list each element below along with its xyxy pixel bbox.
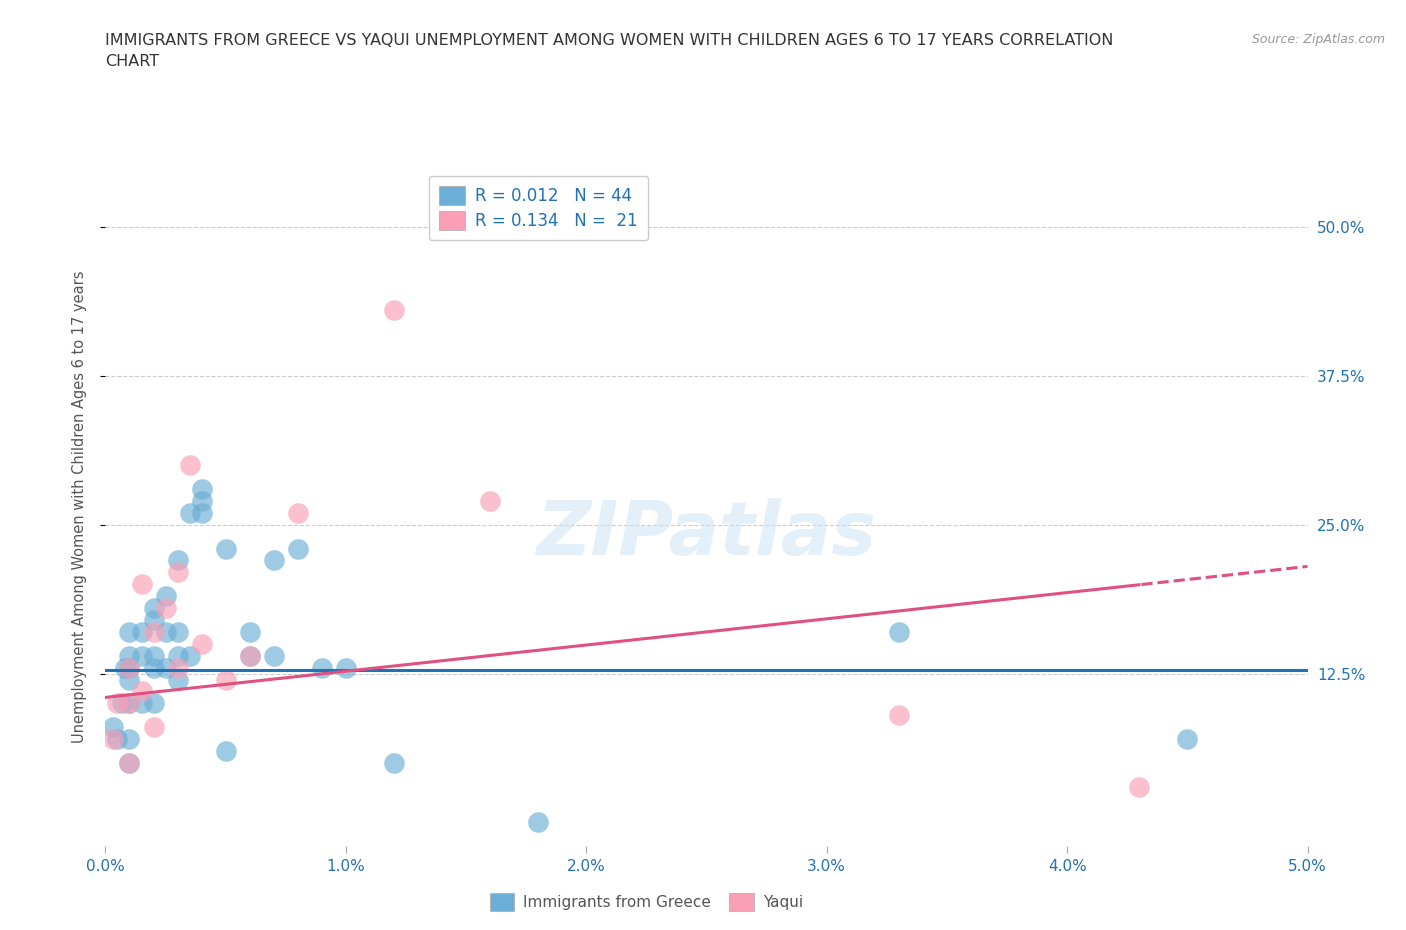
Point [118, 696, 141, 711]
Point [179, 458, 201, 472]
Point [114, 660, 136, 675]
Point [107, 732, 129, 747]
Point [142, 648, 165, 663]
Point [239, 624, 262, 639]
Point [1175, 732, 1198, 747]
Point [287, 541, 309, 556]
Point [131, 624, 153, 639]
Point [118, 648, 141, 663]
Point [131, 684, 153, 699]
Point [118, 672, 141, 687]
Text: ZIPatlas: ZIPatlas [537, 498, 876, 570]
Point [118, 732, 141, 747]
Point [118, 624, 141, 639]
Text: IMMIGRANTS FROM GREECE VS YAQUI UNEMPLOYMENT AMONG WOMEN WITH CHILDREN AGES 6 TO: IMMIGRANTS FROM GREECE VS YAQUI UNEMPLOY… [105, 33, 1114, 47]
Point [190, 636, 212, 651]
Point [190, 482, 212, 497]
Point [214, 744, 236, 759]
Point [155, 601, 177, 616]
Point [142, 696, 165, 711]
Point [166, 672, 188, 687]
Point [311, 660, 333, 675]
Point [118, 660, 141, 675]
Point [118, 755, 141, 770]
Point [142, 624, 165, 639]
Point [166, 624, 188, 639]
Point [382, 755, 405, 770]
Point [101, 732, 124, 747]
Point [142, 601, 165, 616]
Point [142, 720, 165, 735]
Point [1128, 779, 1150, 794]
Point [131, 577, 153, 591]
Point [101, 720, 124, 735]
Point [118, 755, 141, 770]
Point [479, 494, 502, 509]
Point [142, 613, 165, 628]
Point [118, 660, 141, 675]
Point [131, 696, 153, 711]
Text: CHART: CHART [105, 54, 159, 69]
Point [190, 494, 212, 509]
Point [155, 589, 177, 604]
Point [155, 660, 177, 675]
Point [214, 672, 236, 687]
Point [166, 660, 188, 675]
Point [166, 565, 188, 579]
Point [887, 708, 910, 723]
Point [263, 553, 285, 568]
Point [287, 505, 309, 520]
Text: Source: ZipAtlas.com: Source: ZipAtlas.com [1251, 33, 1385, 46]
Point [335, 660, 357, 675]
Point [263, 648, 285, 663]
Point [190, 505, 212, 520]
Point [179, 505, 201, 520]
Point [239, 648, 262, 663]
Point [118, 696, 141, 711]
Point [142, 660, 165, 675]
Legend: Immigrants from Greece, Yaqui: Immigrants from Greece, Yaqui [484, 887, 810, 917]
Point [166, 553, 188, 568]
Point [214, 541, 236, 556]
Point [382, 303, 405, 318]
Point [527, 815, 550, 830]
Point [111, 696, 134, 711]
Point [107, 696, 129, 711]
Point [155, 624, 177, 639]
Point [887, 624, 910, 639]
Y-axis label: Unemployment Among Women with Children Ages 6 to 17 years: Unemployment Among Women with Children A… [72, 271, 87, 743]
Point [166, 648, 188, 663]
Point [131, 648, 153, 663]
Point [239, 648, 262, 663]
Point [179, 648, 201, 663]
